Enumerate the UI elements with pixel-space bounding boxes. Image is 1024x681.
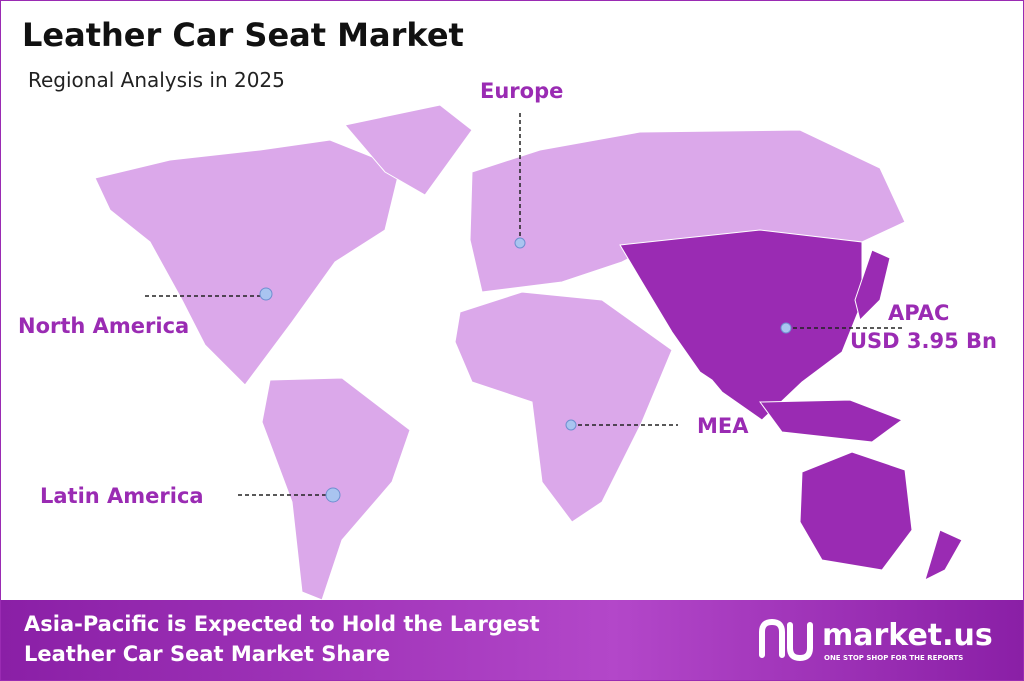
region-value: USD 3.95 Bn [850,329,997,353]
region-label: APAC [888,301,949,325]
region-label: North America [18,314,189,338]
region-markers [145,113,905,503]
marker [514,237,526,249]
new-zealand-shape [924,529,963,581]
logo-icon [759,618,813,662]
footer-line: Leather Car Seat Market Share [24,642,390,666]
subtitle: Regional Analysis in 2025 [28,68,285,92]
world-map [94,104,963,601]
footer-band [1,600,1023,680]
indonesia-shape [759,399,904,443]
title: Leather Car Seat Market [22,16,464,54]
region-label: MEA [697,414,749,438]
japan-shape [854,249,891,321]
africa-shape [454,291,673,523]
marker [259,287,273,301]
logo: market.us ONE STOP SHOP FOR THE REPORTS [759,618,993,662]
region-label: Europe [480,79,563,103]
asia-shape [619,229,863,421]
north-america-shape [94,139,401,386]
greenland-shape [344,104,473,196]
footer-line: Asia-Pacific is Expected to Hold the Lar… [24,612,540,636]
australia-shape [799,451,913,571]
logo-text: market.us [822,618,993,653]
marker [325,487,341,503]
marker [780,322,792,334]
marker [565,419,577,431]
logo-tagline: ONE STOP SHOP FOR THE REPORTS [824,654,963,662]
region-label: Latin America [40,484,204,508]
